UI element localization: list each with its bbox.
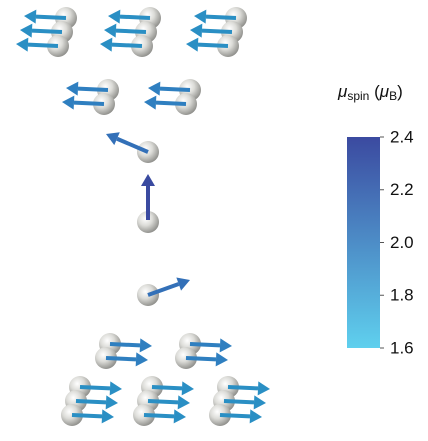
arrow-head	[108, 10, 120, 24]
spin-arrow	[78, 89, 108, 90]
colorbar-label: μspin (μB)	[337, 82, 403, 103]
spin-arrow	[228, 387, 258, 388]
spin-arrow	[160, 89, 190, 90]
spin-arrow	[112, 45, 142, 46]
spin-arrow	[32, 31, 62, 32]
arrow-head	[104, 24, 116, 38]
arrow-head	[140, 338, 152, 352]
figure: μspin (μB) 2.4 2.2 2.0 1.8 1.6	[0, 0, 428, 436]
arrow-head	[174, 409, 186, 423]
spin-arrow	[156, 103, 186, 104]
spin-arrow	[76, 401, 106, 402]
arrow-head	[250, 409, 262, 423]
label-text: )	[397, 82, 403, 101]
spin-arrow	[152, 387, 182, 388]
arrow-head	[66, 82, 78, 96]
arrow-head	[182, 381, 194, 395]
label-subscript: spin	[347, 89, 369, 103]
tick-label: 2.4	[390, 127, 414, 146]
tick-label: 1.6	[390, 338, 414, 357]
arrow-head	[102, 409, 114, 423]
arrow-head	[16, 38, 28, 52]
spin-arrow	[110, 344, 140, 345]
arrow-head	[136, 352, 148, 366]
spin-arrow	[186, 358, 216, 359]
spin-arrow	[80, 387, 110, 388]
arrow-head	[216, 352, 228, 366]
arrow-head	[106, 395, 118, 409]
spin-structure	[16, 7, 270, 426]
arrow-head	[148, 82, 160, 96]
arrow-head	[144, 96, 156, 110]
tick-label: 1.8	[390, 286, 414, 305]
arrow-head	[220, 338, 232, 352]
arrow-head	[190, 24, 202, 38]
arrow-head	[62, 96, 74, 110]
spin-arrow	[224, 401, 254, 402]
spin-arrow	[72, 415, 102, 416]
spin-arrow	[144, 415, 174, 416]
tick-label: 2.0	[390, 233, 414, 252]
spin-arrow	[190, 344, 220, 345]
arrow-head	[178, 395, 190, 409]
arrow-head	[186, 38, 198, 52]
arrow-head	[194, 10, 206, 24]
spin-arrow	[198, 45, 228, 46]
colorbar	[347, 137, 380, 348]
label-subscript: B	[389, 89, 397, 103]
spin-arrow	[220, 415, 250, 416]
arrow-head	[100, 38, 112, 52]
spin-arrow	[106, 358, 136, 359]
spin-arrow	[116, 31, 146, 32]
arrow-head	[20, 24, 32, 38]
arrow-head	[24, 10, 36, 24]
spin-arrow	[36, 17, 66, 18]
spin-arrow	[120, 17, 150, 18]
arrow-head	[254, 395, 266, 409]
spin-arrow	[202, 31, 232, 32]
arrow-head	[141, 174, 155, 186]
arrow-head	[258, 381, 270, 395]
tick-label: 2.2	[390, 180, 414, 199]
spin-arrow	[206, 17, 236, 18]
spin-arrow	[74, 103, 104, 104]
arrow-head	[110, 381, 122, 395]
spin-arrow	[28, 45, 58, 46]
label-text: (	[369, 82, 380, 101]
spin-arrow	[148, 401, 178, 402]
